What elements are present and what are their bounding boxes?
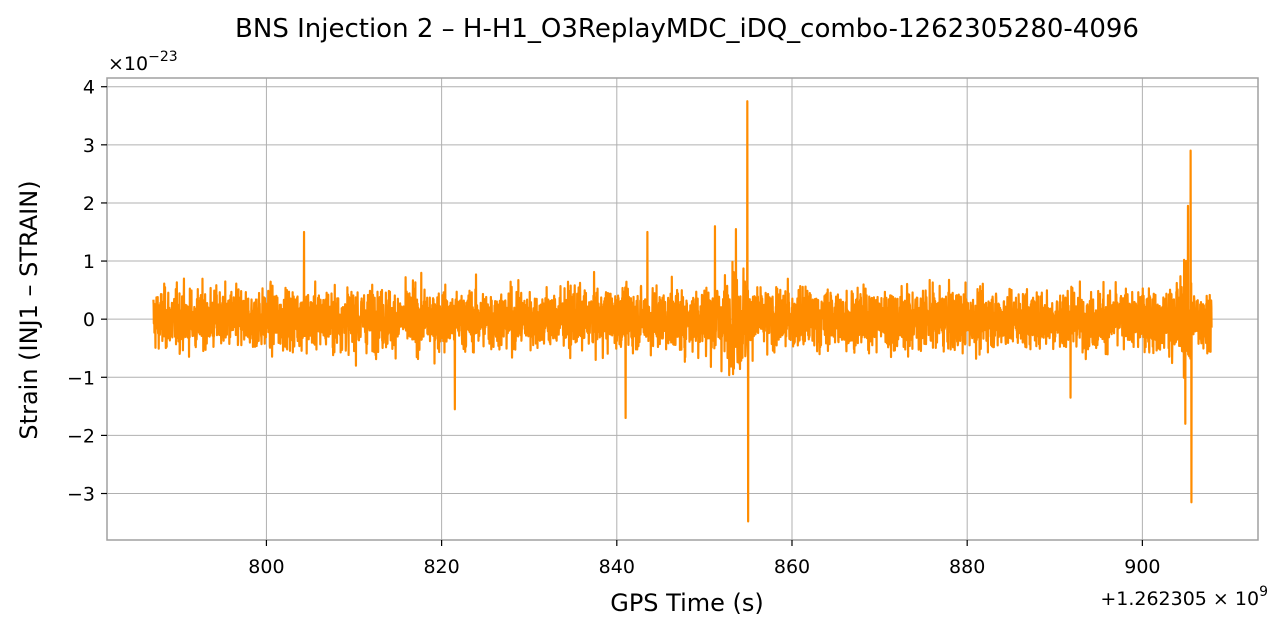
x-tick-label: 880	[949, 556, 985, 578]
x-offset-prefix: +1.262305 × 10	[1100, 588, 1259, 610]
y-tick-label: 0	[83, 309, 95, 331]
y-tick-label: −1	[67, 367, 95, 389]
y-axis-label: Strain (INJ1 – STRAIN)	[15, 180, 43, 439]
x-offset-exponent: 9	[1259, 584, 1268, 600]
chart-title: BNS Injection 2 – H-H1_O3ReplayMDC_iDQ_c…	[235, 14, 1139, 44]
plot-area-frame	[106, 77, 1259, 541]
x-axis-label: GPS Time (s)	[610, 589, 764, 617]
y-scale-exponent: −23	[148, 49, 178, 65]
series-line	[152, 100, 1213, 523]
x-axis-offset-label: +1.262305 × 109	[1100, 584, 1268, 610]
x-axis-ticks: 800 820 840 860 880 900	[248, 540, 1161, 578]
y-axis-scale-label: ×10−23	[108, 49, 178, 75]
y-tick-label: −3	[67, 484, 95, 506]
y-scale-prefix: ×10	[108, 53, 148, 75]
y-axis-ticks: −3 −2 −1 0 1 2 3 4	[67, 77, 107, 506]
y-tick-label: −2	[67, 425, 95, 447]
y-tick-label: 4	[83, 77, 95, 99]
x-tick-label: 820	[423, 556, 459, 578]
y-tick-label: 1	[83, 251, 95, 273]
x-tick-label: 800	[248, 556, 284, 578]
x-tick-label: 860	[774, 556, 810, 578]
x-tick-label: 900	[1124, 556, 1160, 578]
series-strain	[152, 100, 1213, 523]
x-tick-label: 840	[599, 556, 635, 578]
y-tick-label: 3	[83, 135, 95, 157]
y-tick-label: 2	[83, 193, 95, 215]
